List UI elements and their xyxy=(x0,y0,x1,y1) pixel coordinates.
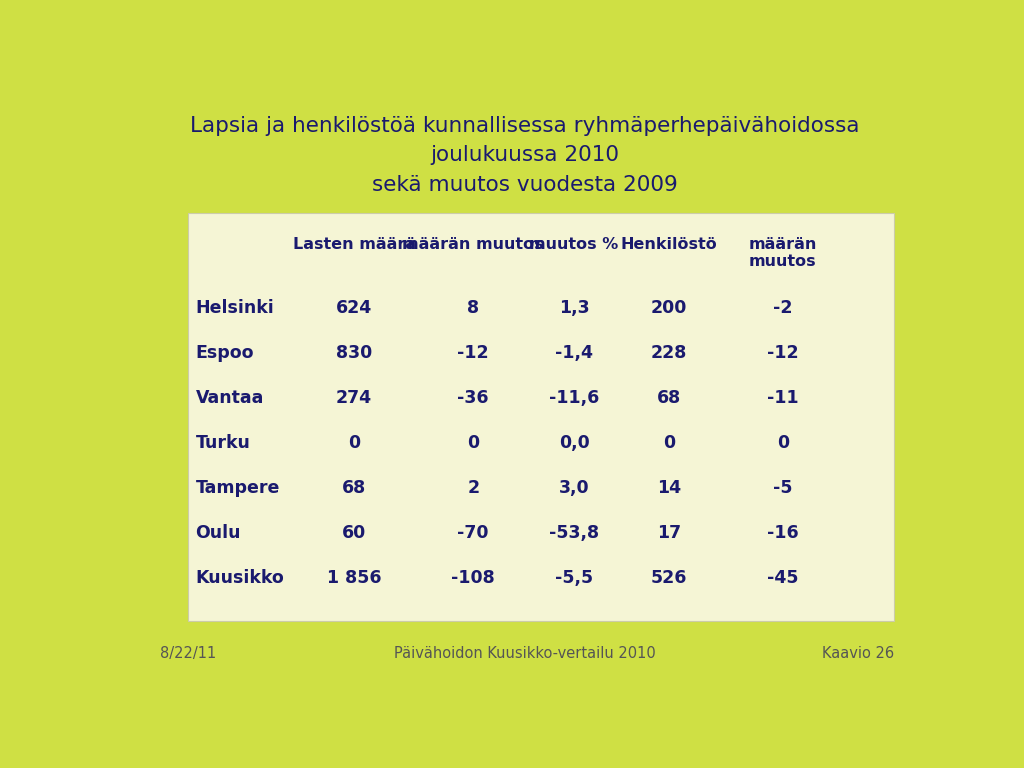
Text: -11,6: -11,6 xyxy=(549,389,599,407)
Text: 8/22/11: 8/22/11 xyxy=(160,646,216,661)
Text: 68: 68 xyxy=(342,478,367,497)
Text: 0: 0 xyxy=(348,434,360,452)
Text: 68: 68 xyxy=(657,389,681,407)
Text: määrän muutos: määrän muutos xyxy=(402,237,544,252)
Text: 526: 526 xyxy=(651,568,687,587)
Text: 200: 200 xyxy=(651,299,687,317)
Text: 830: 830 xyxy=(336,344,373,362)
Text: 2: 2 xyxy=(467,478,479,497)
Text: 17: 17 xyxy=(657,524,681,541)
Text: Helsinki: Helsinki xyxy=(196,299,274,317)
Text: Turku: Turku xyxy=(196,434,250,452)
Text: -2: -2 xyxy=(773,299,793,317)
Text: -11: -11 xyxy=(767,389,799,407)
Text: -36: -36 xyxy=(458,389,489,407)
Text: Kaavio 26: Kaavio 26 xyxy=(821,646,894,661)
Text: Lapsia ja henkilöstöä kunnallisessa ryhmäperhepäivähoidossa
joulukuussa 2010
sek: Lapsia ja henkilöstöä kunnallisessa ryhm… xyxy=(190,116,859,195)
Text: 0,0: 0,0 xyxy=(559,434,590,452)
Text: Lasten määrä: Lasten määrä xyxy=(293,237,416,252)
Text: -1,4: -1,4 xyxy=(555,344,593,362)
Text: 1,3: 1,3 xyxy=(559,299,590,317)
Text: 1 856: 1 856 xyxy=(327,568,381,587)
Text: 14: 14 xyxy=(657,478,681,497)
Text: Vantaa: Vantaa xyxy=(196,389,264,407)
Text: 0: 0 xyxy=(776,434,788,452)
FancyBboxPatch shape xyxy=(187,214,894,621)
Text: määrän
muutos: määrän muutos xyxy=(749,237,817,270)
Text: muutos %: muutos % xyxy=(529,237,618,252)
Text: 274: 274 xyxy=(336,389,373,407)
Text: -12: -12 xyxy=(458,344,489,362)
Text: -45: -45 xyxy=(767,568,799,587)
Text: 0: 0 xyxy=(467,434,479,452)
Text: 3,0: 3,0 xyxy=(559,478,590,497)
Text: 228: 228 xyxy=(651,344,687,362)
Text: 624: 624 xyxy=(336,299,373,317)
Text: Kuusikko: Kuusikko xyxy=(196,568,285,587)
Text: Päivähoidon Kuusikko-vertailu 2010: Päivähoidon Kuusikko-vertailu 2010 xyxy=(394,646,655,661)
Text: -5: -5 xyxy=(773,478,793,497)
Text: Henkilöstö: Henkilöstö xyxy=(621,237,718,252)
Text: Oulu: Oulu xyxy=(196,524,241,541)
Text: -53,8: -53,8 xyxy=(549,524,599,541)
Text: 0: 0 xyxy=(664,434,675,452)
Text: Espoo: Espoo xyxy=(196,344,254,362)
Text: -12: -12 xyxy=(767,344,799,362)
Text: -70: -70 xyxy=(458,524,489,541)
Text: -5,5: -5,5 xyxy=(555,568,593,587)
Text: 8: 8 xyxy=(467,299,479,317)
Text: -16: -16 xyxy=(767,524,799,541)
Text: Tampere: Tampere xyxy=(196,478,280,497)
Text: 60: 60 xyxy=(342,524,367,541)
Text: -108: -108 xyxy=(452,568,495,587)
